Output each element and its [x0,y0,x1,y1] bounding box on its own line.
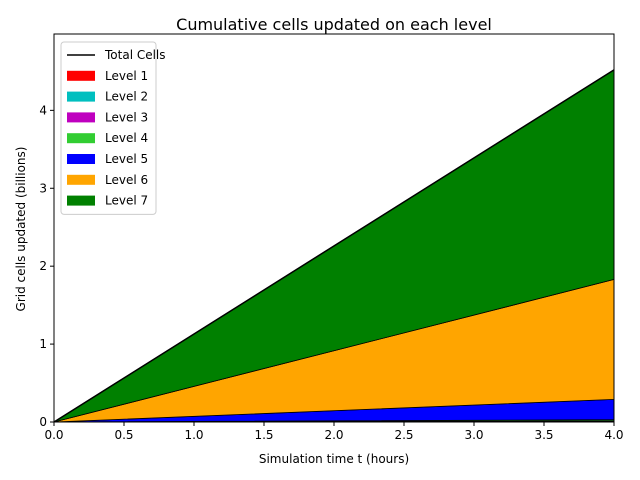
y-tick-label: 0 [39,415,47,429]
legend-swatch-level-5 [67,154,95,164]
legend-swatch-level-4 [67,133,95,144]
legend-label-level-6: Level 6 [105,173,148,187]
x-tick-label: 1.0 [184,428,203,442]
legend-label-level-3: Level 3 [105,110,148,124]
x-tick-label: 0.5 [114,428,133,442]
x-axis: 0.0 0.5 1.0 1.5 2.0 2.5 3.0 3.5 4.0 [44,422,624,442]
legend-label-level-7: Level 7 [105,194,148,208]
x-tick-label: 1.5 [254,428,273,442]
y-tick-label: 2 [39,259,47,273]
y-tick-label: 4 [39,103,47,117]
legend-label-level-4: Level 4 [105,131,148,145]
x-tick-label: 0.0 [44,428,63,442]
x-tick-label: 2.5 [394,428,413,442]
legend-swatch-level-3 [67,112,95,123]
y-tick-label: 1 [39,337,47,351]
x-tick-label: 2.0 [324,428,343,442]
legend-label-level-5: Level 5 [105,152,148,166]
legend-swatch-level-6 [67,174,95,185]
legend-label-level-2: Level 2 [105,90,148,104]
chart-title: Cumulative cells updated on each level [176,15,492,34]
y-axis-label: Grid cells updated (billions) [14,147,28,312]
x-axis-label: Simulation time t (hours) [259,452,409,466]
x-tick-label: 4.0 [604,428,623,442]
legend-swatch-level-2 [67,91,95,102]
legend-box [60,41,157,215]
legend-swatch-level-1 [67,70,95,81]
x-tick-label: 3.5 [534,428,553,442]
x-tick-label: 3.0 [464,428,483,442]
legend-label-level-1: Level 1 [105,69,148,83]
legend-swatch-level-7 [67,195,95,206]
legend-label-total-cells: Total Cells [104,48,166,62]
legend: Total Cells Level 1 Level 2 Level 3 Level 4 L… [60,41,166,215]
line-total-cells [53,69,615,423]
y-axis: 0 1 2 3 4 [39,103,54,429]
y-tick-label: 3 [39,181,47,195]
plot-area [53,33,615,423]
